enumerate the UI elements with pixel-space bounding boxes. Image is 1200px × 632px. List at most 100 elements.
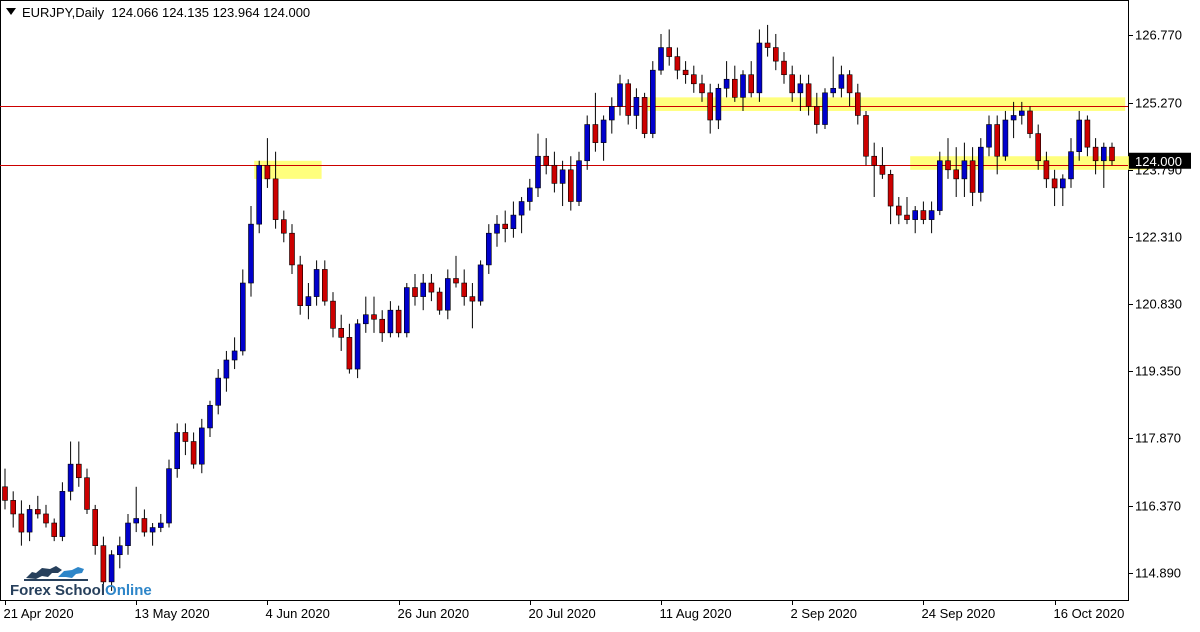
candle-body (715, 88, 722, 121)
x-tick-label: 26 Jun 2020 (398, 606, 470, 621)
candle (215, 369, 221, 415)
candle-body (379, 318, 386, 334)
candle-body (264, 164, 271, 180)
y-axis: 126.770125.270123.790122.310120.830119.3… (1128, 28, 1182, 581)
candle (420, 273, 427, 311)
candle-body (543, 155, 550, 166)
candle-body (338, 328, 345, 338)
y-tick-label: 114.890 (1135, 566, 1181, 581)
candle-body (125, 522, 131, 546)
candle-body (76, 463, 82, 479)
candle (67, 441, 74, 501)
candle-body (354, 323, 361, 370)
candle-body (674, 56, 681, 71)
candle (1035, 124, 1041, 170)
candle (1109, 142, 1115, 166)
candle-body (887, 174, 894, 207)
candle-body (576, 160, 582, 202)
x-axis: 21 Apr 2020 13 May 2020 4 Jun 2020 26 Jun 2… (4, 600, 1124, 621)
candle-body (231, 350, 238, 361)
candle-body (690, 74, 697, 85)
candle-body (428, 282, 435, 293)
x-tick-label: 2 Sep 2020 (791, 606, 858, 621)
candle (576, 151, 582, 207)
candle-body (469, 296, 476, 302)
candle-body (141, 518, 148, 533)
candle-body (289, 232, 295, 266)
candle-body (559, 169, 566, 184)
candle (912, 206, 919, 234)
candle (428, 273, 435, 302)
candle-body (420, 282, 427, 297)
candle-body (59, 491, 66, 537)
candle (879, 147, 886, 179)
y-tick-label: 116.370 (1135, 499, 1181, 514)
dropdown-triangle-icon[interactable] (6, 8, 16, 15)
candle (469, 283, 476, 329)
candle-body (436, 291, 443, 311)
last-price-box-bg (1129, 152, 1191, 169)
candle (354, 319, 361, 379)
candle-body (215, 377, 221, 406)
candle-body (346, 337, 353, 370)
candle (666, 29, 673, 66)
candle-body (945, 160, 951, 171)
bull-bear-icon (24, 566, 88, 581)
candle-body (240, 282, 246, 352)
candle (854, 83, 861, 125)
candle (125, 513, 131, 555)
candle (502, 210, 509, 243)
candle-body (51, 522, 58, 537)
candle (633, 88, 640, 130)
candle (871, 142, 878, 197)
candle (953, 147, 960, 197)
candle-body (207, 404, 213, 429)
candle-body (854, 92, 861, 116)
candle (674, 47, 681, 80)
candle-body (723, 78, 730, 89)
candle-body (953, 169, 960, 180)
candle (715, 83, 722, 130)
candle (641, 92, 648, 139)
candles-layer (2, 24, 1115, 591)
candle (231, 337, 238, 370)
candle-body (166, 468, 172, 524)
candle-body (830, 88, 837, 94)
candle-body (682, 69, 689, 76)
candle-body (84, 477, 90, 510)
candle (1002, 110, 1009, 161)
candle (51, 518, 58, 542)
candle-body (633, 97, 640, 116)
candle (1068, 138, 1074, 188)
candle-body (895, 205, 902, 216)
candle-body (969, 160, 976, 193)
candle (26, 504, 33, 542)
candle (2, 468, 8, 510)
logo-text-part1: Forex School (10, 582, 106, 599)
candle (649, 61, 656, 139)
candle (240, 269, 246, 356)
candle-body (494, 223, 500, 234)
candle (1092, 138, 1099, 175)
candle-body (100, 545, 107, 583)
candle-body (199, 427, 205, 465)
candle (904, 196, 910, 225)
candle (863, 110, 869, 166)
sr-zone-1 (647, 97, 1126, 111)
candle (10, 491, 16, 528)
candle (986, 115, 992, 157)
candle-body (92, 509, 98, 546)
x-tick-label: 24 Sep 2020 (922, 606, 996, 621)
brand-logo: Forex SchoolOnline (8, 561, 168, 601)
candle (43, 504, 49, 528)
candle-body (986, 124, 992, 148)
candle-body (1043, 160, 1050, 180)
candle-body (748, 74, 755, 94)
candle (494, 215, 500, 247)
candle-body (330, 300, 336, 329)
candle-body (863, 115, 869, 157)
candle (1060, 174, 1066, 207)
candle-body (313, 269, 320, 297)
candle (272, 151, 279, 229)
